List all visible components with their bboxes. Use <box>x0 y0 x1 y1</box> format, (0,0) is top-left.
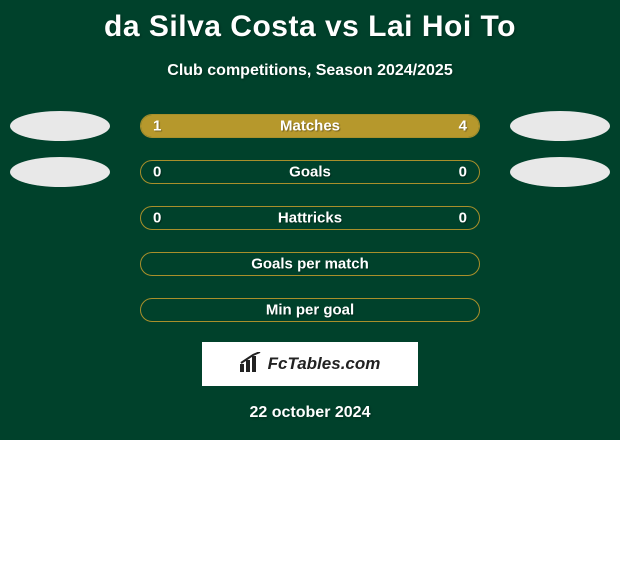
subtitle: Club competitions, Season 2024/2025 <box>0 62 620 80</box>
player-indicator-left <box>10 157 110 187</box>
player-indicator-right <box>510 157 610 187</box>
stat-bar: Goals per match <box>140 252 480 276</box>
brand-box: FcTables.com <box>202 342 418 386</box>
stat-row: 0 0Hattricks <box>0 206 620 230</box>
stat-fill-right <box>209 115 479 137</box>
stat-value-right: 0 <box>459 164 467 181</box>
stat-label: Goals per match <box>141 256 479 273</box>
stat-label: Hattricks <box>141 210 479 227</box>
stat-value-left: 0 <box>153 210 161 227</box>
stat-bar: 14Matches <box>140 114 480 138</box>
stat-value-left: 1 <box>153 118 161 135</box>
stat-value-right: 4 <box>459 118 467 135</box>
stats-block: 14Matches00Goals00HattricksGoals per mat… <box>0 114 620 322</box>
brand-chart-icon <box>240 352 262 377</box>
content-area: da Silva Costa vs Lai Hoi To Club compet… <box>0 0 620 440</box>
stat-bar: 0 0Goals <box>140 160 480 184</box>
stat-row: 0 0Goals <box>0 160 620 184</box>
player-indicator-left <box>10 111 110 141</box>
stat-label: Goals <box>141 164 479 181</box>
stat-label: Min per goal <box>141 302 479 319</box>
stat-fill-left <box>141 115 209 137</box>
stat-bar: Min per goal <box>140 298 480 322</box>
stat-row: Min per goal <box>0 298 620 322</box>
stat-row: Goals per match <box>0 252 620 276</box>
stat-row: 14Matches <box>0 114 620 138</box>
date-line: 22 october 2024 <box>0 404 620 422</box>
page-title: da Silva Costa vs Lai Hoi To <box>0 0 620 44</box>
stat-bar: 0 0Hattricks <box>140 206 480 230</box>
infographic-root: da Silva Costa vs Lai Hoi To Club compet… <box>0 0 620 580</box>
brand-text: FcTables.com <box>268 354 381 374</box>
stat-value-right: 0 <box>459 210 467 227</box>
stat-value-left: 0 <box>153 164 161 181</box>
player-indicator-right <box>510 111 610 141</box>
